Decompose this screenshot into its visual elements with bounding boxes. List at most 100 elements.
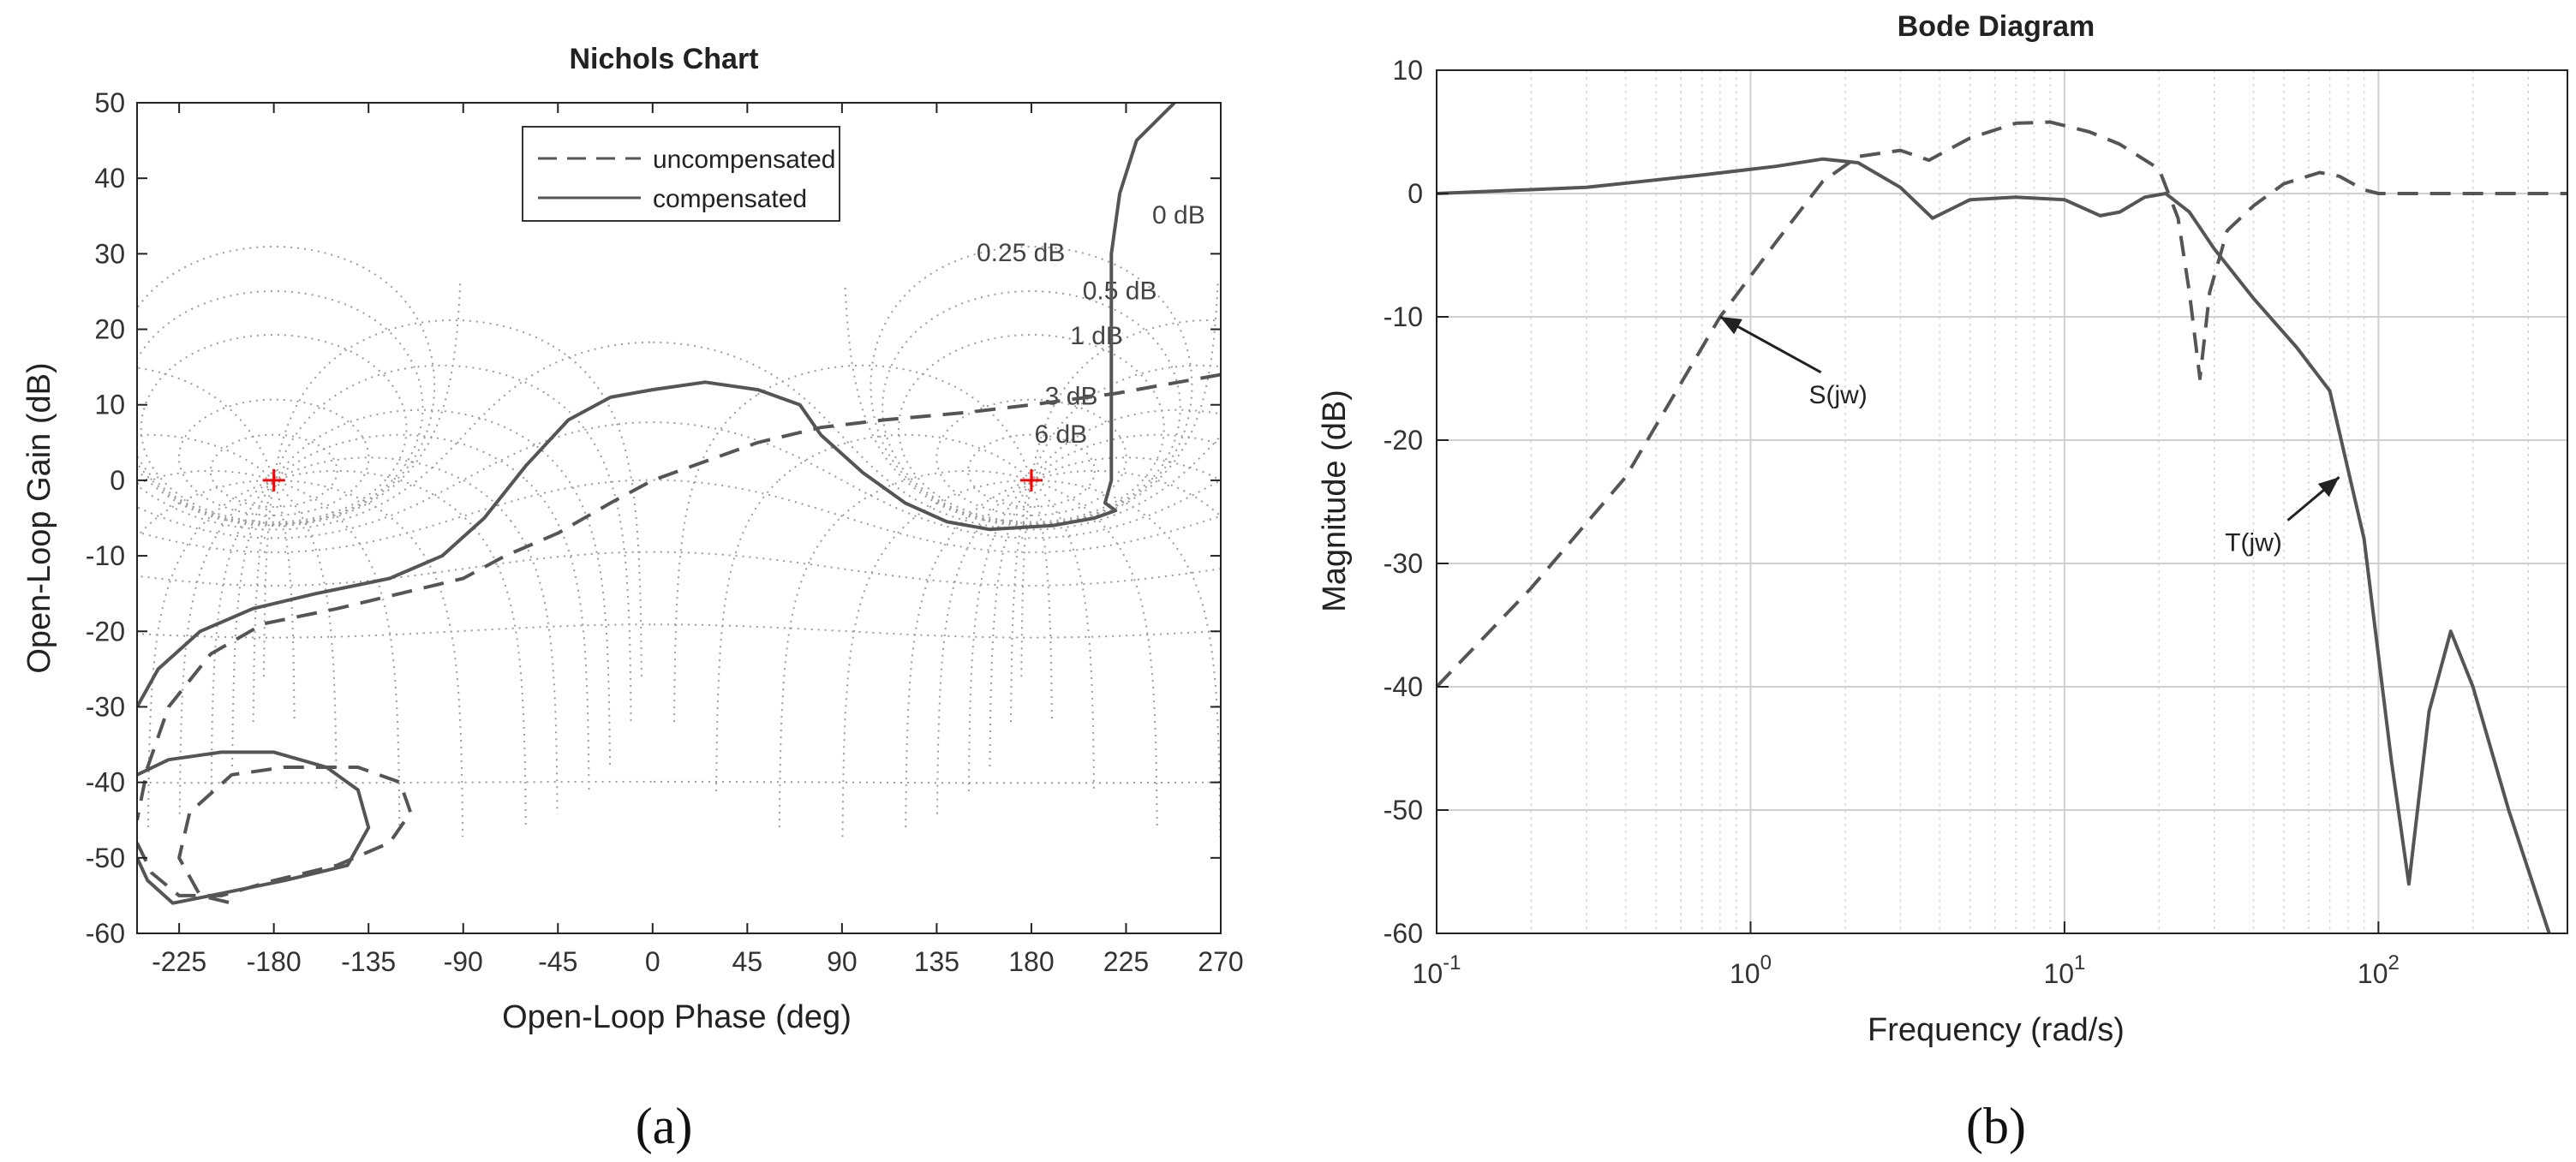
nichols-m-contour (935, 398, 1127, 516)
bode-y-tick-label: 0 (1408, 178, 1423, 209)
x-tick-label: -90 (444, 946, 483, 977)
nichols-line-compensated-loop (137, 750, 371, 905)
nichols-n-contour (778, 469, 1158, 828)
nichols-axes-frame (136, 102, 1222, 934)
nichols-m-contour (653, 421, 1221, 539)
bode-y-tick-label: -40 (1384, 671, 1423, 702)
nichols-title: Nichols Chart (569, 43, 758, 75)
grid-label-2: 0.5 dB (1083, 277, 1157, 305)
x-tick-label: -225 (152, 946, 206, 977)
nichols-m-contour (137, 290, 424, 525)
nichols-chart: Nichols Chart 0 dB0.25 dB0.5 dB1 dB3 dB6… (21, 43, 1244, 1035)
bode-title: Bode Diagram (1898, 10, 2095, 43)
nichols-n-contour (967, 433, 1221, 792)
nichols-m-contour (653, 623, 1221, 639)
bode-xlabel: Frequency (rad/s) (1868, 1012, 2125, 1048)
nichols-m-contour (870, 246, 1193, 526)
legend-text-compensated: compensated (653, 185, 807, 213)
bode-axes-frame (1436, 69, 2568, 934)
grid-label-1: 0.25 dB (977, 239, 1065, 267)
annotation-text-1: T(jw) (2225, 529, 2282, 557)
y-tick-label: 40 (94, 163, 125, 194)
annotation-arrowhead-0 (1719, 317, 1742, 335)
nichols-series (137, 103, 1221, 905)
nichols-n-contour (989, 408, 1221, 767)
y-tick-label: -40 (86, 767, 125, 798)
nichols-m-contour (898, 334, 1165, 523)
nichols-n-contour (673, 364, 1053, 723)
bode-line-S(jw) (1435, 120, 2567, 688)
y-tick-label: -10 (86, 540, 125, 571)
nichols-n-contour (231, 408, 612, 767)
nichols-ylabel: Open-Loop Gain (dB) (21, 362, 57, 673)
bode-chart: Bode Diagram 10-1 100 101 102-60-50-40-30-2… (1317, 10, 2568, 1048)
nichols-m-contour (654, 780, 1221, 784)
nichols-line-compensated (137, 103, 1176, 708)
nichols-xlabel: Open-Loop Phase (deg) (502, 999, 852, 1035)
x-tick-label: -180 (247, 946, 302, 977)
nichols-n-contour (137, 469, 401, 828)
panel-label-a: (a) (636, 1098, 693, 1154)
nichols-m-contour (178, 398, 370, 516)
bode-y-tick-label: 10 (1392, 55, 1423, 86)
annotation-arrowhead-1 (2317, 477, 2340, 498)
bode-y-tick-label: -20 (1384, 425, 1423, 456)
nichols-n-contour (936, 456, 1221, 814)
nichols-n-contour (210, 433, 590, 792)
grid-label-3: 1 dB (1070, 322, 1123, 350)
bode-x-tick-label: 10-1 (1413, 951, 1461, 989)
nichols-m-contour (653, 341, 1221, 531)
bode-series (1435, 120, 2567, 934)
nichols-line-uncompensated-loop (137, 766, 413, 905)
y-tick-label: 20 (94, 314, 125, 345)
nichols-n-contour (715, 433, 1095, 792)
bode-y-tick-label: -50 (1384, 795, 1423, 825)
y-tick-label: -20 (86, 616, 125, 647)
critical-point-marker-0 (262, 468, 285, 492)
nichols-legend: uncompensated compensated (522, 126, 840, 222)
nichols-n-contour (137, 366, 296, 723)
x-tick-label: -135 (341, 946, 396, 977)
x-tick-label: 225 (1103, 946, 1149, 977)
x-tick-label: 0 (645, 946, 660, 977)
nichols-n-contour (263, 319, 643, 677)
bode-line-T(jw) (1436, 157, 2551, 934)
y-tick-label: -60 (86, 918, 125, 949)
grid-label-5: 6 dB (1034, 420, 1087, 449)
annotation-text-0: S(jw) (1808, 381, 1867, 409)
legend-box (522, 126, 840, 222)
nichols-ticks: -225 -180 -135 -90 -45 0 45 90 135 180 225 270 -60 -5… (86, 87, 1244, 977)
nichols-markers (262, 468, 1043, 492)
nichols-m-contour (137, 780, 653, 784)
bode-y-tick-label: -60 (1384, 918, 1423, 949)
x-tick-label: -45 (538, 946, 577, 977)
critical-point-marker-1 (1019, 468, 1043, 492)
bode-y-tick-label: -10 (1384, 301, 1423, 332)
nichols-m-contour (653, 551, 1221, 587)
bode-x-tick-label: 102 (2358, 951, 2400, 989)
x-tick-label: 90 (827, 946, 858, 977)
nichols-n-contour (252, 364, 632, 723)
x-tick-label: 135 (914, 946, 959, 977)
x-tick-label: 45 (732, 946, 763, 977)
panel-label-b: (b) (1966, 1098, 2026, 1154)
nichols-n-contour (178, 456, 559, 814)
y-tick-label: -30 (86, 691, 125, 722)
nichols-m-contour (137, 421, 653, 539)
nichols-m-contour (140, 334, 408, 523)
bode-ticks: 10-1 100 101 102 -60 -50 -40 -30 -20 -10 0 10 (1384, 55, 2400, 989)
bode-y-tick-label: -30 (1384, 548, 1423, 579)
bode-x-tick-label: 100 (1730, 951, 1772, 989)
legend-text-uncompensated: uncompensated (653, 146, 836, 174)
bode-annotations: S(jw) T(jw) (1719, 315, 2340, 557)
y-tick-label: 0 (110, 465, 125, 496)
y-tick-label: 50 (94, 87, 125, 118)
grid-label-0: 0 dB (1152, 201, 1205, 229)
x-tick-label: 270 (1198, 946, 1243, 977)
y-tick-label: 10 (94, 390, 125, 420)
nichols-m-contour (882, 290, 1181, 525)
nichols-n-contour (1020, 319, 1221, 677)
y-tick-label: -50 (86, 843, 125, 873)
nichols-m-contour (137, 246, 436, 526)
